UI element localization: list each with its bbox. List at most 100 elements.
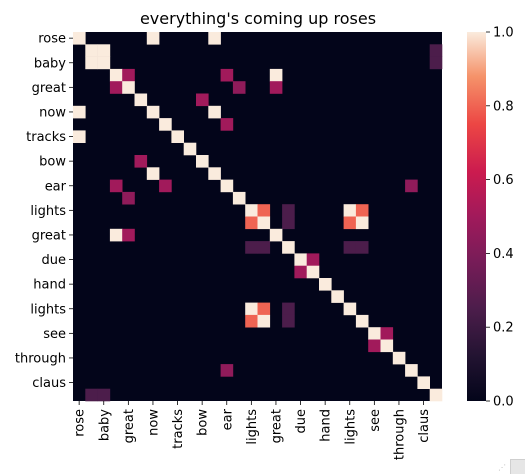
y-tick-label: now xyxy=(39,105,66,120)
x-tick-label: due xyxy=(294,409,309,434)
heatmap-cell xyxy=(220,364,234,377)
heatmap-cell xyxy=(405,179,418,193)
heatmap-cell xyxy=(405,364,418,377)
y-tick-label: tracks xyxy=(26,130,66,145)
colorbar-tick-label: 0.8 xyxy=(493,99,514,114)
heatmap-cell xyxy=(245,216,258,230)
colorbar-tick-label: 0.2 xyxy=(493,321,514,336)
y-tick-label: due xyxy=(42,253,67,268)
heatmap-cell xyxy=(85,388,98,402)
heatmap-cell xyxy=(208,167,221,180)
heatmap-cell xyxy=(122,191,135,205)
heatmap-cell xyxy=(294,265,307,279)
heatmap-cell xyxy=(343,302,357,316)
heatmap-cell xyxy=(134,93,148,107)
heatmap-cells xyxy=(73,32,443,402)
resize-dots: ⋰ xyxy=(498,463,507,472)
colorbar-tick-label: 0.4 xyxy=(493,247,514,262)
heatmap-cell xyxy=(232,191,246,205)
heatmap-cell xyxy=(220,68,234,82)
heatmap-cell xyxy=(109,68,123,82)
heatmap-cell xyxy=(208,32,221,45)
x-tick-label: hand xyxy=(319,409,334,442)
heatmap-cell xyxy=(97,44,111,57)
x-tick-label: ear xyxy=(220,408,235,430)
y-tick-label: lights xyxy=(30,302,66,317)
heatmap-cell xyxy=(282,204,295,217)
y-tick-label: claus xyxy=(32,376,66,391)
y-tick-label: ear xyxy=(45,179,67,194)
heatmap-cell xyxy=(269,68,283,82)
x-tick-label: see xyxy=(368,409,383,432)
heatmap-cell xyxy=(355,204,369,217)
heatmap-cell xyxy=(171,130,184,143)
heatmap-cell xyxy=(257,216,271,230)
heatmap-cell xyxy=(429,56,443,70)
heatmap-cell xyxy=(85,56,98,70)
heatmap-cell xyxy=(220,179,234,193)
heatmap-cell xyxy=(146,32,160,45)
heatmap-cell xyxy=(282,314,295,328)
heatmap-cell xyxy=(355,314,369,328)
y-tick-label: bow xyxy=(39,155,66,170)
heatmap-cell xyxy=(73,130,86,143)
x-tick-label: lights xyxy=(343,409,358,445)
heatmap-cell xyxy=(73,105,86,119)
x-tick-label: great xyxy=(269,409,284,443)
heatmap-cell xyxy=(380,327,394,340)
heatmap-cell xyxy=(257,314,271,328)
x-tick-label: rose xyxy=(73,409,88,437)
heatmap-cell xyxy=(97,56,111,70)
y-tick-label: see xyxy=(43,327,66,342)
heatmap-cell xyxy=(208,105,221,119)
x-tick-label: tracks xyxy=(171,409,186,449)
heatmap-cell xyxy=(85,44,98,57)
colorbar-tick-label: 0.6 xyxy=(493,173,514,188)
heatmap-cell xyxy=(282,241,295,254)
heatmap-cell xyxy=(245,314,258,328)
heatmap-cell xyxy=(220,118,234,131)
heatmap-cell xyxy=(122,68,135,82)
heatmap-cell xyxy=(109,81,123,94)
heatmap-cell xyxy=(146,105,160,119)
x-tick-label: lights xyxy=(245,409,260,445)
heatmap-cell xyxy=(429,44,443,57)
y-tick-label: through xyxy=(15,351,66,366)
chart-title: everything's coming up roses xyxy=(140,9,376,28)
heatmap-cell xyxy=(282,216,295,230)
heatmap-cell xyxy=(429,388,443,402)
heatmap-cell xyxy=(122,81,135,94)
heatmap-cell xyxy=(159,179,172,193)
heatmap-cell xyxy=(245,302,258,316)
heatmap-cell xyxy=(343,204,357,217)
heatmap-cell xyxy=(343,241,357,254)
heatmap-cell xyxy=(282,302,295,316)
x-tick-label: claus xyxy=(417,409,432,443)
x-tick-label: baby xyxy=(97,409,112,441)
heatmap-cell xyxy=(245,241,258,254)
colorbar-tick-label: 1.0 xyxy=(493,26,514,41)
y-tick-label: lights xyxy=(30,204,66,219)
heatmap-cell xyxy=(257,302,271,316)
window-resize-grip[interactable] xyxy=(510,459,525,474)
heatmap-cell xyxy=(306,253,320,266)
heatmap-cell xyxy=(196,93,209,107)
heatmap-cell xyxy=(134,155,148,168)
y-tick-label: rose xyxy=(38,32,66,47)
x-tick-label: great xyxy=(122,409,137,443)
x-tick-label: now xyxy=(146,409,161,436)
heatmap-cell xyxy=(196,155,209,168)
heatmap-cell xyxy=(122,228,135,242)
heatmap-cell xyxy=(380,339,394,353)
heatmap-cell xyxy=(146,167,160,180)
heatmap-cell xyxy=(355,241,369,254)
colorbar-ticks: 0.0 0.2 0.4 0.6 0.8 1.0 xyxy=(486,26,514,410)
heatmap-cell xyxy=(269,228,283,242)
y-tick-label: baby xyxy=(34,56,66,71)
x-tick-label: through xyxy=(392,409,407,460)
heatmap-cell xyxy=(183,142,197,156)
colorbar-tick-label: 0.0 xyxy=(493,395,514,410)
colorbar xyxy=(467,32,486,401)
heatmap-cell xyxy=(245,204,258,217)
heatmap-cell xyxy=(355,216,369,230)
